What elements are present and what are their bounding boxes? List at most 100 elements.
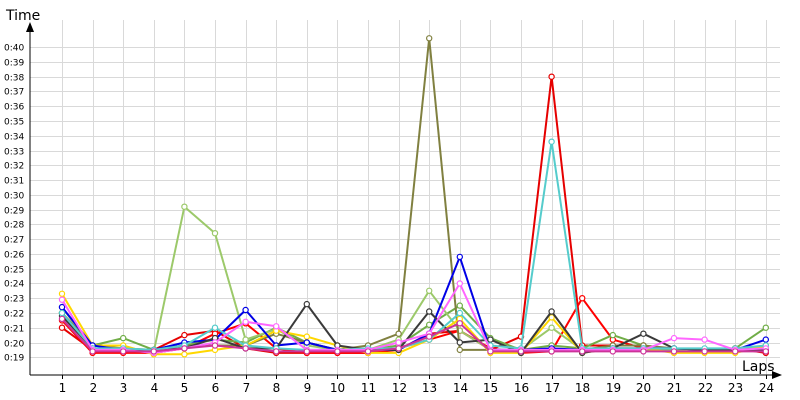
y-tick-label: 0:22: [4, 310, 24, 320]
data-point: [181, 351, 188, 358]
data-point: [701, 348, 708, 355]
series-11: [58, 315, 770, 355]
data-point: [456, 302, 463, 309]
data-point: [426, 308, 433, 315]
data-point: [548, 348, 555, 355]
y-tick-label: 0:34: [4, 133, 24, 143]
y-tick-label: 0:38: [4, 74, 24, 84]
data-point: [456, 320, 463, 327]
y-tick-label: 0:35: [4, 118, 24, 128]
data-point: [670, 334, 678, 342]
y-tick-label: 0:23: [4, 295, 24, 305]
data-point: [701, 336, 708, 343]
data-point: [609, 348, 617, 355]
series-line: [61, 37, 766, 351]
data-point: [242, 336, 249, 343]
data-point: [456, 339, 463, 346]
data-point: [762, 336, 770, 343]
data-point: [364, 348, 372, 355]
data-point: [762, 324, 770, 331]
data-point: [456, 346, 463, 354]
data-point: [211, 229, 219, 237]
x-tick-label: 1: [59, 381, 67, 395]
data-point: [579, 348, 586, 355]
x-tick-label: 9: [304, 381, 312, 395]
data-point: [579, 295, 586, 302]
x-tick-label: 3: [120, 381, 128, 395]
data-point: [426, 333, 433, 340]
x-axis-title: Laps: [742, 359, 775, 375]
data-point: [640, 348, 647, 355]
series-lines: [58, 35, 770, 358]
y-tick-label: 0:21: [4, 325, 24, 335]
x-tick-label: 23: [728, 381, 743, 395]
series-line: [61, 140, 766, 351]
x-tick-label: 17: [545, 381, 560, 395]
data-point: [58, 324, 66, 331]
y-tick-labels: 0:19 0:20 0:21 0:22 0:23 0:24 0:25 0:26 0:27 0:28…: [4, 44, 24, 364]
data-point: [211, 342, 219, 349]
data-point: [670, 348, 678, 355]
y-tick-label: 0:27: [4, 236, 24, 246]
y-tick-label: 0:28: [4, 221, 24, 231]
series-line: [61, 293, 767, 356]
y-tick-label: 0:37: [4, 88, 24, 98]
data-point: [211, 324, 219, 331]
data-point: [548, 308, 555, 315]
data-point: [273, 348, 280, 355]
data-point: [181, 331, 188, 339]
series-line: [61, 75, 766, 354]
data-point: [426, 35, 433, 42]
x-tick-label: 20: [636, 381, 651, 395]
grid-lines: [30, 20, 780, 379]
data-point: [242, 306, 249, 314]
x-tick-label: 13: [422, 381, 437, 395]
x-tick-label: 22: [698, 381, 713, 395]
data-point: [640, 330, 647, 337]
x-tick-label: 8: [273, 381, 281, 395]
data-point: [456, 309, 463, 317]
y-tick-label: 0:26: [4, 251, 24, 261]
data-point: [456, 280, 463, 287]
x-axis-arrow-icon: [772, 371, 782, 379]
x-tick-label: 12: [392, 381, 407, 395]
y-tick-label: 0:40: [4, 44, 24, 54]
x-tick-label: 18: [575, 381, 590, 395]
data-point: [181, 345, 188, 352]
data-point: [762, 348, 770, 355]
y-tick-label: 0:19: [4, 354, 24, 364]
data-point: [89, 348, 96, 355]
x-tick-label: 4: [151, 381, 159, 395]
data-point: [395, 345, 402, 352]
data-point: [548, 138, 555, 145]
data-point: [303, 333, 310, 340]
y-tick-label: 0:29: [4, 207, 24, 217]
data-point: [609, 331, 617, 339]
data-point: [58, 290, 66, 297]
y-tick-label: 0:33: [4, 148, 24, 158]
x-tick-label: 6: [212, 381, 220, 395]
y-axis-title: Time: [5, 8, 40, 24]
data-point: [303, 300, 310, 308]
x-tick-label: 16: [514, 381, 529, 395]
y-tick-label: 0:32: [4, 162, 24, 172]
x-tick-label: 21: [667, 381, 682, 395]
data-point: [242, 318, 249, 325]
y-tick-label: 0:36: [4, 103, 24, 113]
y-tick-label: 0:39: [4, 59, 24, 69]
series-line: [61, 318, 766, 353]
data-point: [119, 334, 127, 342]
data-point: [58, 309, 66, 317]
series-5: [58, 35, 770, 354]
y-axis-arrow-icon: [26, 22, 34, 32]
data-point: [732, 348, 739, 355]
data-point: [242, 345, 249, 352]
y-tick-label: 0:20: [4, 340, 24, 350]
data-point: [181, 203, 188, 210]
y-tick-label: 0:24: [4, 280, 24, 290]
data-point: [395, 330, 402, 337]
data-point: [150, 348, 157, 355]
y-tick-label: 0:30: [4, 192, 24, 202]
data-point: [303, 339, 310, 346]
